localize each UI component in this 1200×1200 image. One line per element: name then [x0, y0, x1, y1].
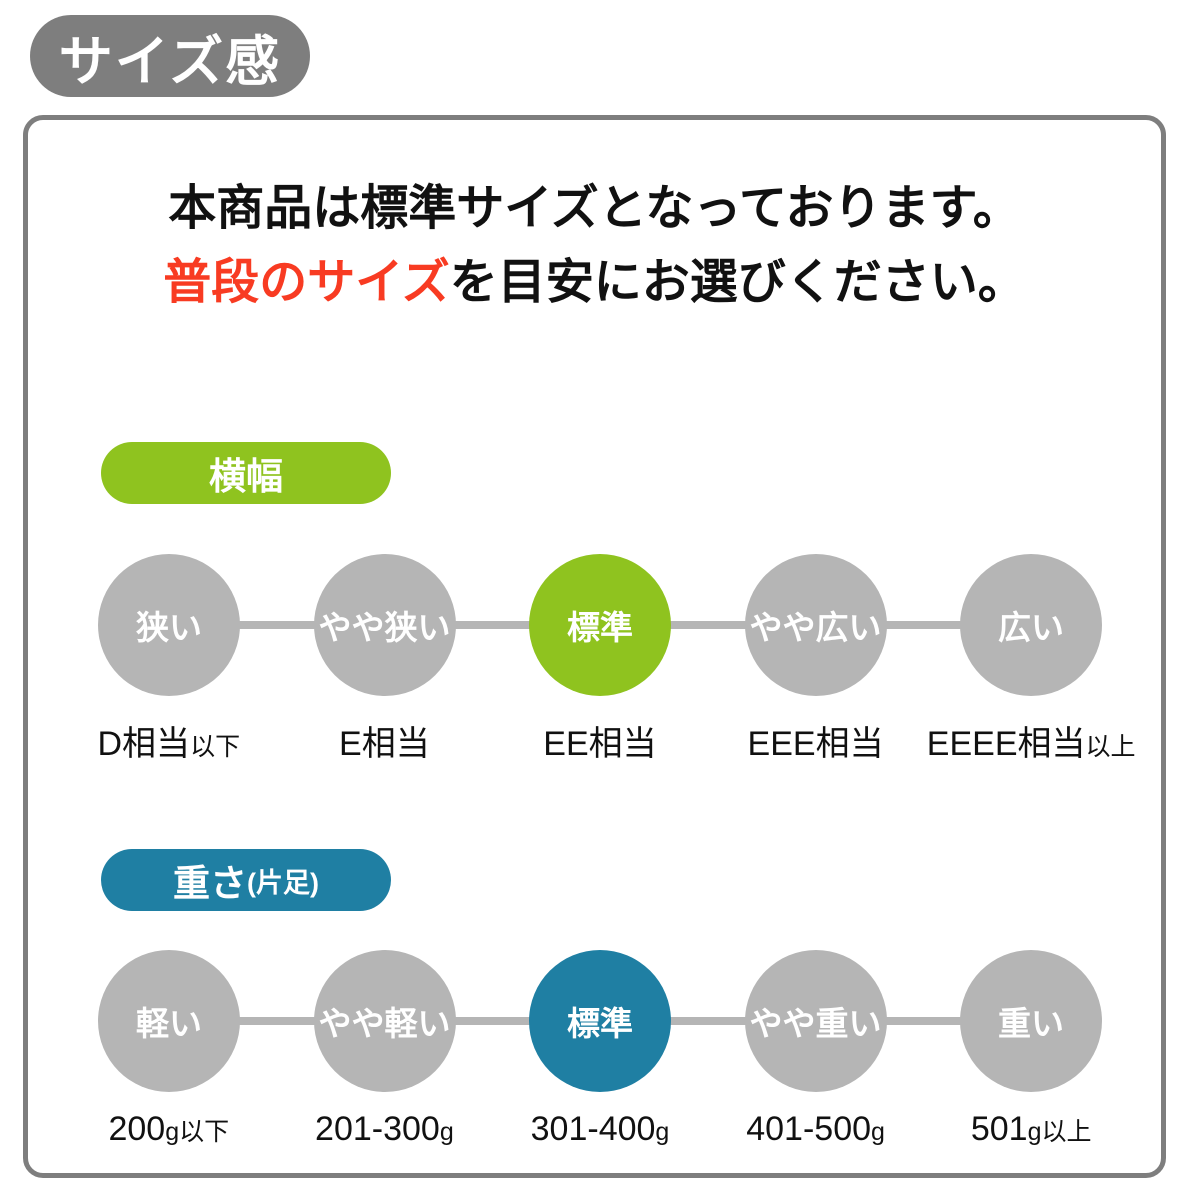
page-title-badge: サイズ感: [30, 15, 310, 97]
width-circle-slightly-narrow-label: やや狭い: [318, 609, 451, 646]
width-label-2: E相当: [339, 725, 430, 763]
width-circle-standard-active: 標準: [529, 554, 671, 696]
width-label-4: EEE相当: [747, 725, 884, 763]
weight-labels: 200g以下 201-300g 301-400g 401-500g 501g以上: [61, 1110, 1139, 1149]
weight-label-2: 201-300g: [315, 1110, 454, 1148]
weight-circle-slightly-light: やや軽い: [313, 950, 456, 1092]
intro-line-1: 本商品は標準サイズとなっております。: [168, 182, 1021, 235]
intro-line-2-rest: を目安にお選びください。: [449, 256, 1026, 309]
intro-line-2-highlight: 普段のサイズ: [163, 256, 450, 309]
weight-circle-standard-label: 標準: [567, 1005, 633, 1042]
weight-label-3: 301-400g: [530, 1110, 670, 1148]
weight-circle-standard-active: 標準: [529, 950, 671, 1092]
weight-circle-slightly-heavy: やや重い: [744, 950, 887, 1092]
width-labels: D相当以下 E相当 EE相当 EEE相当 EEEE相当以上: [61, 716, 1139, 765]
width-label-5: EEEE相当以上: [926, 725, 1136, 763]
size-guide-panel: 本商品は標準サイズとなっております。 普段のサイズを目安にお選びください。 横幅…: [23, 115, 1166, 1178]
width-circle-narrow: 狭い: [98, 554, 240, 696]
weight-badge-label: 重さ: [173, 863, 247, 904]
weight-label-1: 200g以下: [108, 1110, 230, 1148]
weight-badge: 重さ (片足): [101, 849, 391, 911]
weight-circle-slightly-light-label: やや軽い: [318, 1005, 451, 1042]
width-circle-wide-label: 広い: [998, 609, 1064, 646]
width-badge: 横幅: [101, 442, 391, 504]
width-badge-label: 横幅: [209, 456, 283, 497]
weight-steps: 軽い やや軽い 標準 やや重い 重い: [98, 950, 1102, 1092]
width-circle-narrow-label: 狭い: [136, 609, 202, 646]
width-circle-wide: 広い: [960, 554, 1102, 696]
width-label-1: D相当以下: [97, 725, 241, 763]
weight-circle-light: 軽い: [98, 950, 240, 1092]
width-circle-slightly-wide-label: やや広い: [749, 609, 882, 646]
weight-circle-slightly-heavy-label: やや重い: [749, 1005, 882, 1042]
weight-badge-suffix: (片足): [247, 867, 319, 898]
weight-label-4: 401-500g: [746, 1110, 885, 1148]
weight-circle-heavy: 重い: [960, 950, 1102, 1092]
width-circle-slightly-wide: やや広い: [744, 554, 887, 696]
page-title: サイズ感: [58, 31, 282, 92]
weight-label-5: 501g以上: [970, 1110, 1092, 1148]
weight-circle-heavy-label: 重い: [998, 1005, 1064, 1042]
width-label-3: EE相当: [543, 725, 657, 763]
width-steps: 狭い やや狭い 標準 やや広い 広い: [98, 554, 1102, 696]
weight-circle-light-label: 軽い: [136, 1005, 202, 1042]
intro-line-2: 普段のサイズを目安にお選びください。: [28, 246, 1161, 320]
width-circle-slightly-narrow: やや狭い: [313, 554, 456, 696]
intro-text: 本商品は標準サイズとなっております。 普段のサイズを目安にお選びください。: [28, 172, 1161, 320]
width-circle-standard-label: 標準: [567, 609, 633, 646]
